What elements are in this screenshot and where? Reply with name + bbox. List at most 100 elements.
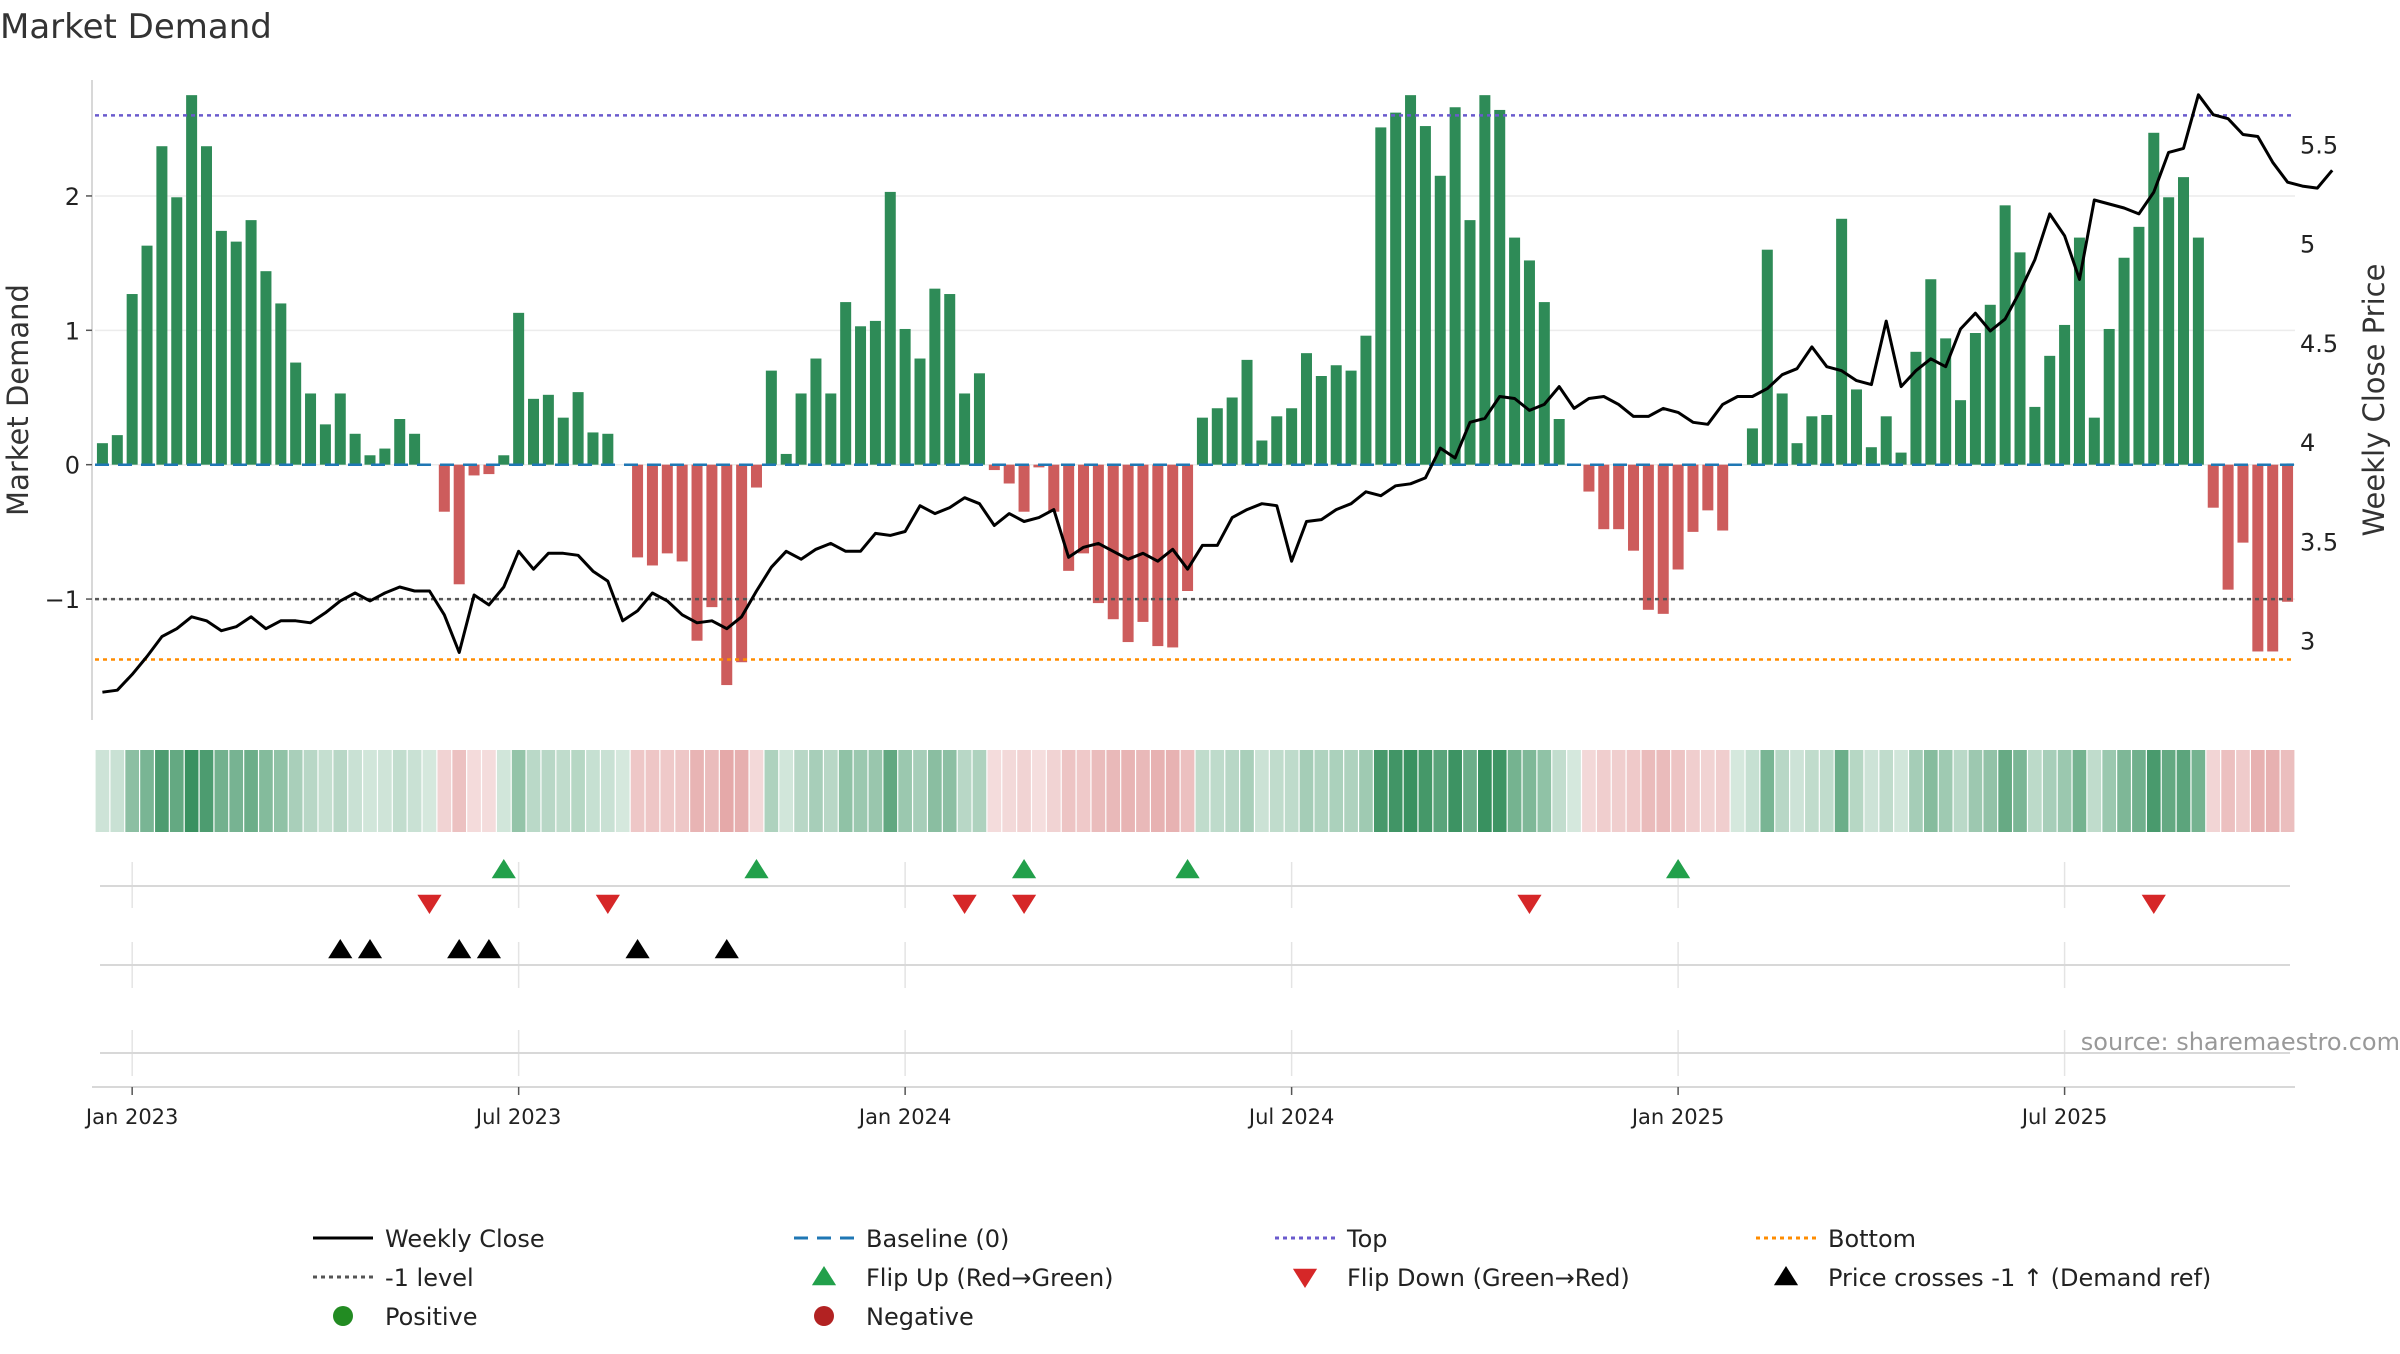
demand-bar xyxy=(468,464,480,476)
heat-cell xyxy=(288,750,303,832)
demand-bar xyxy=(795,393,807,465)
demand-bar xyxy=(2029,406,2041,465)
legend-label: -1 level xyxy=(385,1264,474,1292)
heat-cell xyxy=(1760,750,1775,832)
heat-cell xyxy=(1076,750,1091,832)
demand-bar xyxy=(2118,257,2130,465)
heat-cell xyxy=(1849,750,1864,832)
heat-cell xyxy=(422,750,437,832)
demand-bar xyxy=(1761,249,1773,465)
demand-bars xyxy=(96,95,2294,686)
heat-cell xyxy=(2251,750,2265,832)
heat-cell xyxy=(1522,750,1537,832)
heat-cell xyxy=(1046,750,1061,832)
heat-cell xyxy=(1567,750,1581,832)
demand-bar xyxy=(721,464,733,686)
demand-bar xyxy=(1791,443,1803,465)
legend-swatch xyxy=(811,1266,837,1286)
flip-up-marker xyxy=(1011,859,1037,879)
heat-cell xyxy=(169,750,184,832)
demand-bar xyxy=(632,464,644,558)
flip-down-marker xyxy=(2141,894,2166,914)
demand-bar xyxy=(483,464,495,475)
heat-cell xyxy=(318,750,333,832)
heat-cell xyxy=(556,750,571,832)
right-tick-label: 5 xyxy=(2300,231,2315,259)
demand-bar xyxy=(1509,237,1521,465)
demand-bar xyxy=(2282,464,2294,602)
demand-bar xyxy=(869,320,881,465)
heat-cell xyxy=(719,750,734,832)
demand-bar xyxy=(557,417,569,465)
demand-bar xyxy=(215,230,227,465)
heat-cell xyxy=(140,750,154,832)
heat-cell xyxy=(1314,750,1329,832)
heat-cell xyxy=(823,750,838,832)
demand-bar xyxy=(661,464,673,554)
heat-cell xyxy=(734,750,749,832)
heat-cell xyxy=(437,750,452,832)
heat-cell xyxy=(1983,750,1998,832)
heat-cell xyxy=(928,750,942,832)
heat-cell xyxy=(972,750,987,832)
heat-cell xyxy=(2265,750,2280,832)
demand-bar xyxy=(1434,175,1446,465)
heat-cell xyxy=(1299,750,1314,832)
demand-bar xyxy=(1078,464,1090,554)
heat-cell xyxy=(348,750,362,832)
heat-cell xyxy=(838,750,853,832)
demand-bar xyxy=(1107,464,1119,620)
heat-cell xyxy=(184,750,199,832)
heat-cell xyxy=(1359,750,1373,832)
demand-bar xyxy=(1167,464,1179,648)
heat-cell xyxy=(1240,750,1254,832)
demand-bar xyxy=(1657,464,1669,614)
demand-bar xyxy=(825,393,837,465)
demand-bar xyxy=(2222,464,2234,590)
heat-cell xyxy=(2132,750,2146,832)
legend-label: Flip Down (Green→Red) xyxy=(1347,1264,1630,1292)
demand-bar xyxy=(1836,218,1848,465)
legend-swatch xyxy=(1292,1268,1318,1288)
demand-bar xyxy=(1092,464,1104,604)
heat-cell xyxy=(1909,750,1923,832)
heat-cell xyxy=(2102,750,2117,832)
demand-bar xyxy=(1776,393,1788,465)
heat-cell xyxy=(1611,750,1626,832)
heat-cell xyxy=(1819,750,1834,832)
legend-label: Bottom xyxy=(1828,1225,1916,1253)
demand-bar xyxy=(959,393,971,465)
chart-title: Market Demand xyxy=(0,7,272,47)
right-tick-label: 4.5 xyxy=(2300,330,2338,358)
heat-cell xyxy=(511,750,526,832)
demand-bar xyxy=(2148,132,2160,465)
heat-cell xyxy=(1894,750,1908,832)
demand-bar xyxy=(1821,414,1833,465)
heat-cell xyxy=(1478,750,1492,832)
heat-cell xyxy=(1433,750,1448,832)
demand-bar xyxy=(1241,359,1253,465)
heat-cell xyxy=(244,750,258,832)
demand-bar xyxy=(1003,464,1015,484)
demand-bar xyxy=(2059,324,2071,465)
heat-cell xyxy=(110,750,125,832)
flip-down-marker xyxy=(1011,894,1037,914)
x-tick-label: Jan 2023 xyxy=(84,1105,179,1129)
heat-cell xyxy=(363,750,377,832)
demand-bar xyxy=(2192,237,2204,465)
heat-cell xyxy=(496,750,511,832)
demand-bar xyxy=(379,448,391,465)
heat-cell xyxy=(1923,750,1938,832)
heat-cell xyxy=(601,750,615,832)
demand-bar xyxy=(542,394,554,465)
heat-cell xyxy=(586,750,600,832)
heat-cell xyxy=(2117,750,2131,832)
demand-bar xyxy=(1286,408,1298,465)
heat-cell xyxy=(1017,750,1031,832)
heat-cell xyxy=(1998,750,2012,832)
demand-bar xyxy=(394,419,406,465)
heat-cell xyxy=(1284,750,1299,832)
legend-swatch xyxy=(814,1306,834,1326)
demand-bar xyxy=(2207,464,2219,508)
demand-bar xyxy=(1360,335,1372,465)
